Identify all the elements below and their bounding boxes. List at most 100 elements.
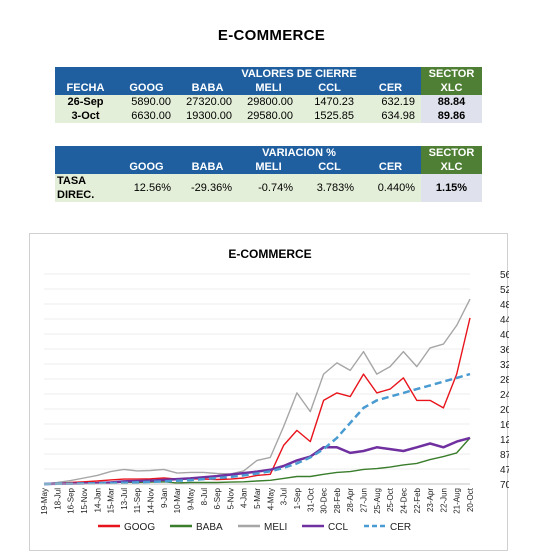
value-cell: 3.783%	[299, 174, 360, 202]
y-tick-label: 70	[500, 480, 509, 491]
y-tick-label: 4470	[500, 315, 509, 326]
value-cell: 29580.00	[238, 109, 299, 123]
y-tick-label: 5670	[500, 270, 509, 281]
y-tick-label: 3670	[500, 345, 509, 356]
x-tick-label: 11-Sep	[133, 487, 142, 513]
legend-label: BABA	[196, 522, 223, 533]
table-row: 3-Oct 6630.00 19300.00 29580.00 1525.85 …	[55, 109, 482, 123]
x-tick-label: 22-Feb	[413, 487, 422, 513]
col-header: MELI	[238, 81, 299, 95]
value-cell: 632.19	[360, 95, 421, 109]
x-tick-label: 6-Sep	[213, 487, 222, 509]
x-tick-label: 25-Oct	[386, 487, 395, 512]
x-tick-label: 15-Mar	[107, 488, 116, 514]
col-header: XLC	[421, 81, 482, 95]
col-header: FECHA	[55, 81, 116, 95]
sector-header: SECTOR	[421, 146, 482, 160]
value-cell: 6630.00	[116, 109, 177, 123]
value-cell: 27320.00	[177, 95, 238, 109]
x-tick-label: 18-Jul	[53, 488, 62, 510]
date-cell: 3-Oct	[55, 109, 116, 123]
x-tick-label: 27-Jun	[360, 488, 369, 512]
x-tick-label: 14-Jan	[93, 488, 102, 512]
col-header	[55, 160, 116, 174]
group-header: VARIACION %	[177, 146, 421, 160]
variation-table: VARIACION % SECTOR GOOG BABA MELI CCL CE…	[55, 146, 482, 202]
x-tick-label: 5-Mar	[253, 488, 262, 509]
x-tick-label: 19-May	[40, 488, 49, 515]
col-header: GOOG	[116, 160, 177, 174]
x-tick-label: 23-Apr	[426, 488, 435, 512]
y-tick-label: 4070	[500, 330, 509, 341]
col-header: CCL	[299, 81, 360, 95]
value-cell: 1525.85	[299, 109, 360, 123]
x-tick-label: 21-Aug	[453, 488, 462, 514]
sector-header: SECTOR	[421, 67, 482, 81]
closing-values-table: VALORES DE CIERRE SECTOR FECHA GOOG BABA…	[55, 67, 482, 123]
series-line-goog	[43, 317, 471, 485]
col-header: XLC	[421, 160, 482, 174]
col-header: BABA	[177, 160, 238, 174]
row-label: TASA DIREC.	[55, 174, 116, 202]
value-cell: 12.56%	[116, 174, 177, 202]
col-header: BABA	[177, 81, 238, 95]
xlc-cell: 89.86	[421, 109, 482, 123]
y-tick-label: 2470	[500, 390, 509, 401]
x-tick-label: 9-May	[186, 488, 195, 510]
chart-svg: E-COMMERCE 5670 5270 4870 4470 4070 3670 3270 2…	[40, 247, 509, 533]
value-cell: -29.36%	[177, 174, 238, 202]
y-tick-label: 4870	[500, 300, 509, 311]
y-tick-label: 1670	[500, 420, 509, 431]
col-header: CER	[360, 81, 421, 95]
x-tick-label: 22-Jun	[439, 488, 448, 512]
value-cell: 5890.00	[116, 95, 177, 109]
x-tick-label: 28-Feb	[333, 487, 342, 513]
legend-label: MELI	[264, 522, 287, 533]
x-tick-label: 24-Dec	[399, 488, 408, 514]
x-tick-label: 15-Nov	[80, 488, 89, 514]
x-tick-label: 25-Aug	[373, 488, 382, 514]
xlc-cell: 88.84	[421, 95, 482, 109]
x-tick-label: 14-Nov	[147, 488, 156, 514]
x-tick-label: 31-Oct	[306, 487, 315, 512]
x-tick-label: 30-Dec	[320, 488, 329, 514]
table-row: 26-Sep 5890.00 27320.00 29800.00 1470.23…	[55, 95, 482, 109]
y-tick-label: 5270	[500, 285, 509, 296]
x-tick-label: 10-Mar	[173, 488, 182, 514]
y-tick-label: 2070	[500, 405, 509, 416]
xlc-cell: 1.15%	[421, 174, 482, 202]
legend-label: GOOG	[124, 522, 155, 533]
col-header: MELI	[238, 160, 299, 174]
page-title: E-COMMERCE	[217, 27, 326, 44]
y-tick-label: 1270	[500, 435, 509, 446]
x-tick-label: 8-Jul	[200, 488, 209, 506]
x-tick-label: 28-Apr	[346, 488, 355, 512]
col-header: CCL	[299, 160, 360, 174]
series-line-meli	[43, 298, 471, 485]
line-chart: E-COMMERCE 5670 5270 4870 4470 4070 3670 3270 2…	[29, 233, 509, 551]
value-cell: 0.440%	[360, 174, 421, 202]
col-header: CER	[360, 160, 421, 174]
x-tick-label: 16-Sep	[67, 487, 76, 513]
x-tick-label: 20-Oct	[466, 487, 475, 512]
group-header: VALORES DE CIERRE	[177, 67, 421, 81]
col-header: GOOG	[116, 81, 177, 95]
x-tick-label: 5-Nov	[226, 488, 235, 509]
x-tick-label: 9-Jan	[160, 488, 169, 508]
table-row: TASA DIREC. 12.56% -29.36% -0.74% 3.783%…	[55, 174, 482, 202]
y-tick-label: 470	[500, 465, 509, 476]
chart-title: E-COMMERCE	[228, 247, 311, 261]
x-tick-label: 1-Sep	[293, 487, 302, 509]
value-cell: 19300.00	[177, 109, 238, 123]
date-cell: 26-Sep	[55, 95, 116, 109]
value-cell: 634.98	[360, 109, 421, 123]
y-tick-label: 870	[500, 450, 509, 461]
value-cell: 29800.00	[238, 95, 299, 109]
x-tick-label: 4-May	[266, 488, 275, 510]
legend-label: CCL	[328, 522, 348, 533]
x-tick-label: 13-Jul	[120, 488, 129, 510]
value-cell: -0.74%	[238, 174, 299, 202]
x-tick-label: 3-Jul	[280, 488, 289, 506]
y-tick-label: 3270	[500, 360, 509, 371]
x-tick-label: 4-Jan	[240, 488, 249, 508]
